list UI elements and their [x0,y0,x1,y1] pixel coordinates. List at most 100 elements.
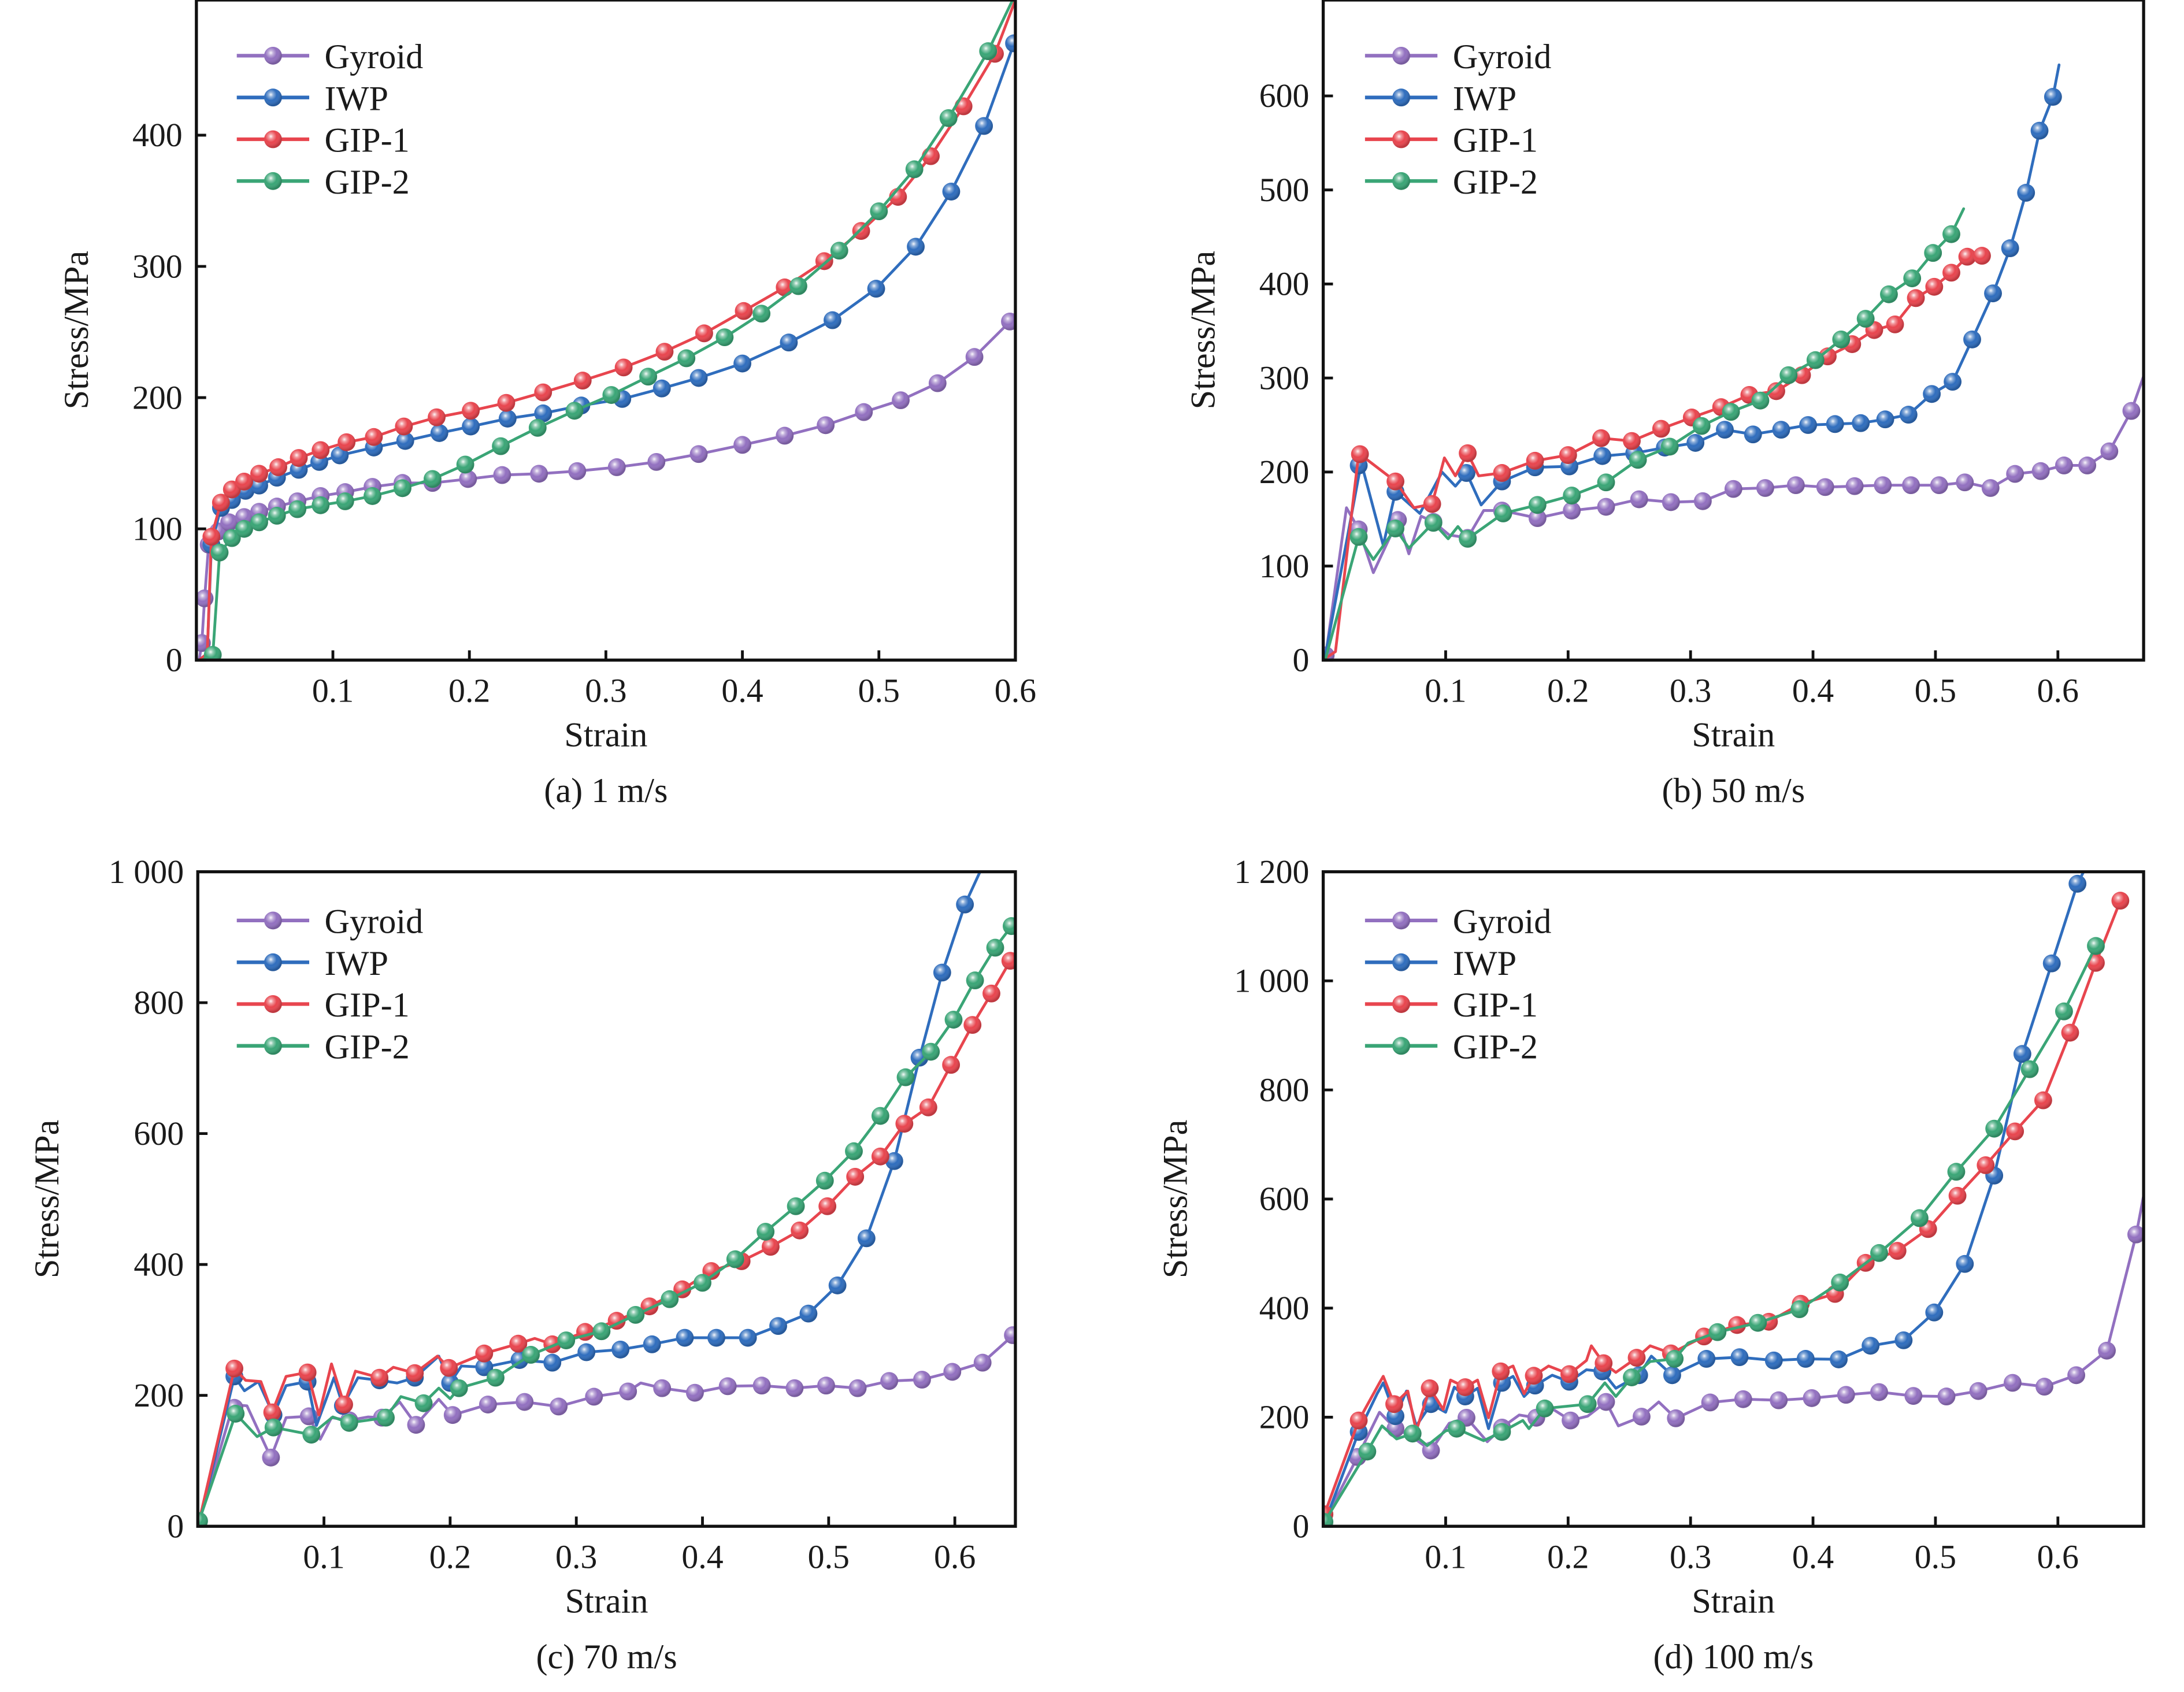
legend-marker-gloss [264,46,282,65]
data-point-gloss [928,374,947,392]
data-point-gloss [516,1393,534,1411]
data-point-gloss [661,1290,679,1308]
data-point-gloss [475,1344,494,1363]
data-point-gloss [557,1331,576,1349]
data-point-gloss [1803,1389,1821,1407]
data-point-gloss [1493,464,1511,482]
data-point-gloss [235,520,253,538]
data-point-gloss [440,1359,458,1377]
data-point-gloss [653,1379,672,1397]
data-point-gloss [2098,1341,2116,1360]
data-point-gloss [1597,1393,1615,1411]
data-point-gloss [933,963,951,982]
data-point-gloss [871,1147,889,1166]
y-tick-label: 200 [1259,1398,1310,1436]
data-point-gloss [573,372,592,389]
data-point-gloss [264,1418,283,1437]
y-tick-label: 300 [1259,359,1310,396]
panel-caption: (c) 70 m/s [536,1638,677,1676]
data-point-gloss [1779,366,1798,384]
data-point-gloss [1969,1382,1988,1400]
data-point-gloss [1563,502,1581,520]
legend-label: Gyroid [1453,38,1552,76]
data-point-gloss [1459,444,1477,462]
data-point-gloss [655,343,674,361]
legend-marker-gloss [264,172,282,190]
series-gyroid [198,1326,1015,1523]
data-point-gloss [824,311,841,329]
data-point-gloss [1981,479,2000,497]
series-gip-2 [200,0,1014,661]
data-point-gloss [1692,417,1711,435]
x-tick-label: 0.5 [1915,1538,1956,1576]
data-point-gloss [1984,284,2002,303]
y-tick-label: 1 000 [109,853,184,890]
data-point-gloss [1870,1383,1888,1401]
data-point-gloss [896,1068,915,1086]
data-point-gloss [223,529,241,547]
legend-label: GIP-1 [1453,121,1538,160]
data-point-gloss [880,1372,899,1390]
data-point-gloss [919,1098,937,1116]
data-point-gloss [2006,465,2024,483]
data-point-gloss [487,1368,505,1387]
x-tick-label: 0.4 [721,672,763,710]
data-point-gloss [1528,509,1547,528]
series-line-gip-2 [1324,207,1966,660]
data-point-gloss [769,1317,787,1335]
x-tick-label: 0.6 [2037,1538,2079,1576]
data-point-gloss [1525,1367,1543,1385]
legend-marker-gloss [264,953,282,971]
data-point-gloss [1837,1386,1855,1404]
data-point-gloss [250,465,268,483]
data-point-gloss [2017,184,2035,202]
data-point-gloss [718,1377,737,1396]
data-point-gloss [1772,421,1790,439]
series-line-gip-1 [1323,899,2122,1516]
data-point-gloss [1423,495,1441,513]
series-gyroid [196,312,1015,661]
data-point-gloss [676,1329,694,1347]
data-point-gloss [290,449,308,467]
data-point-gloss [1894,1331,1913,1349]
data-point-gloss [2035,1378,2053,1396]
data-point-gloss [302,1426,321,1444]
y-tick-label: 500 [1259,171,1310,209]
data-point-gloss [1942,225,1960,243]
data-point-gloss [1403,1424,1422,1443]
data-point-gloss [845,1142,863,1160]
y-tick-label: 100 [132,510,183,547]
data-point-gloss [611,1340,630,1359]
data-point-gloss [1730,1348,1749,1367]
legend-marker-gloss [1392,911,1410,930]
data-point-gloss [1910,1209,1929,1227]
legend-marker-gloss [1392,46,1410,65]
x-tick-label: 0.6 [934,1538,976,1576]
data-point-gloss [1856,310,1875,328]
data-point-gloss [2122,402,2141,420]
data-point-gloss [982,984,1000,1003]
data-point-gloss [1660,437,1679,456]
y-tick-label: 1 000 [1234,962,1309,1000]
legend-item-gip-1: GIP-1 [1364,121,1538,160]
legend-item-gyroid: Gyroid [236,903,423,941]
series-line-iwp [198,36,1015,661]
data-point-gloss [677,349,696,368]
data-point-gloss [1770,1391,1788,1409]
data-point-gloss [1879,285,1898,303]
data-point-gloss [1595,1354,1613,1372]
data-point-gloss [394,479,411,498]
legend-label: GIP-1 [325,986,410,1025]
data-point-gloss [942,1056,961,1074]
legend-label: GIP-2 [325,163,410,202]
data-point-gloss [643,1335,661,1353]
data-point-gloss [462,417,480,436]
data-point-gloss [1349,528,1368,546]
data-point-gloss [2068,874,2087,893]
data-point-gloss [752,1376,771,1395]
data-point-gloss [870,202,888,221]
x-tick-label: 0.4 [1792,1538,1834,1576]
data-point-gloss [312,441,330,459]
data-point-gloss [1492,1362,1510,1381]
